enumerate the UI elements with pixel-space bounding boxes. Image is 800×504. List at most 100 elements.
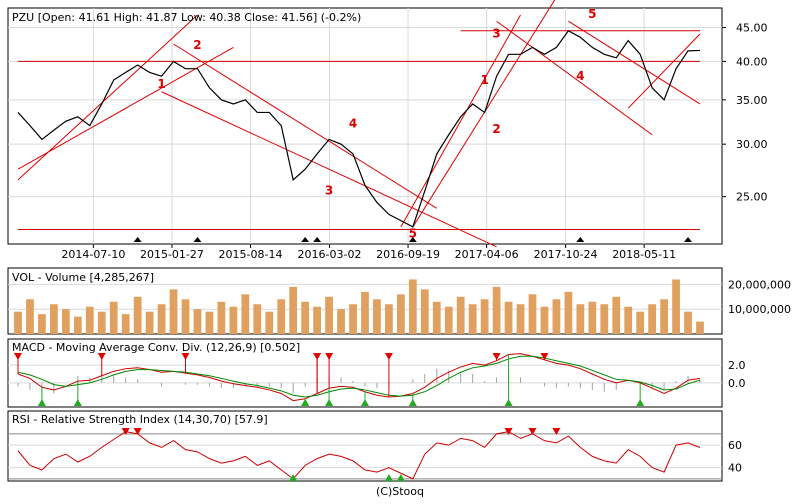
- rsi-signal-markers: [121, 428, 561, 481]
- volume-bar: [540, 306, 549, 334]
- rsi-sell-marker: [504, 428, 513, 435]
- volume-bar: [301, 301, 310, 334]
- macd-buy-marker: [504, 399, 513, 406]
- volume-bar: [205, 311, 214, 334]
- volume-ytick-label: 20,000,000: [728, 278, 791, 291]
- volume-bar: [444, 306, 453, 334]
- rsi-panel-title: RSI - Relative Strength Index (14,30,70)…: [12, 413, 268, 426]
- elliott-wave-label: 4: [349, 116, 357, 130]
- copyright-footer: (C)Stooq: [376, 485, 424, 498]
- macd-buy-marker: [301, 399, 310, 406]
- rsi-sell-marker: [552, 428, 561, 435]
- volume-bar: [325, 296, 333, 334]
- rsi-buy-marker: [289, 474, 298, 481]
- rsi-sell-marker: [133, 428, 142, 435]
- macd-sell-marker: [14, 353, 22, 360]
- volume-bar: [684, 311, 692, 334]
- volume-bar: [456, 296, 465, 334]
- macd-buy-marker: [636, 399, 645, 406]
- trend-line: [400, 14, 521, 228]
- price-gridlines: [8, 8, 726, 248]
- macd-sell-marker: [325, 353, 334, 360]
- volume-bar: [109, 301, 118, 334]
- macd-sell-marker: [540, 353, 549, 360]
- event-marker-triangle: [576, 237, 585, 242]
- macd-buy-marker: [325, 399, 334, 406]
- volume-bar: [337, 309, 345, 334]
- volume-bar: [241, 294, 250, 334]
- volume-bar: [552, 299, 561, 334]
- volume-bar: [277, 299, 286, 334]
- price-ytick-label: 25.00: [736, 191, 768, 204]
- macd-sell-marker: [97, 353, 106, 360]
- x-tick-label: 2015-08-14: [219, 248, 283, 261]
- trend-line: [17, 46, 234, 170]
- elliott-wave-label: 2: [492, 122, 500, 136]
- macd-buy-marker: [37, 399, 46, 406]
- volume-bar: [145, 311, 154, 334]
- volume-bar: [133, 296, 142, 334]
- volume-bar: [696, 321, 704, 334]
- macd-sell-marker: [313, 353, 322, 360]
- x-tick-label: 2017-10-24: [534, 248, 598, 261]
- volume-bar: [528, 294, 537, 334]
- volume-bar: [217, 301, 226, 334]
- rsi-sell-marker: [121, 428, 130, 435]
- macd-sell-marker: [384, 353, 393, 360]
- price-series-line: [17, 29, 701, 228]
- x-tick-label: 2014-07-10: [61, 248, 125, 261]
- elliott-wave-label: 5: [588, 7, 596, 21]
- volume-bar: [636, 311, 645, 334]
- x-tick-label: 2017-04-06: [455, 248, 519, 261]
- rsi-gridlines: [8, 433, 722, 480]
- volume-bar: [253, 304, 262, 334]
- elliott-wave-labels: 1 2 3 4 5 1 2 3 4 5: [157, 7, 596, 240]
- trend-line: [173, 43, 438, 209]
- volume-bar: [181, 299, 190, 334]
- macd-signal-markers: [14, 353, 645, 406]
- rsi-panel-frame: [7, 410, 723, 482]
- volume-bar: [672, 279, 680, 334]
- elliott-wave-label: 3: [492, 26, 500, 40]
- volume-bar: [385, 304, 393, 334]
- event-marker-triangle: [193, 237, 202, 242]
- price-ytick-label: 30.00: [736, 138, 768, 151]
- volume-bar: [660, 299, 668, 334]
- price-ytick-label: 45.00: [736, 22, 768, 35]
- volume-bar: [492, 286, 501, 334]
- volume-bar: [420, 289, 429, 334]
- price-event-markers: [133, 237, 693, 242]
- elliott-wave-label: 2: [193, 38, 201, 52]
- volume-bar: [396, 294, 405, 334]
- volume-bar: [14, 311, 22, 334]
- price-trend-lines: [17, 0, 701, 248]
- macd-signal-line: [17, 355, 701, 398]
- elliott-wave-label: 4: [576, 69, 584, 83]
- volume-bar: [373, 299, 381, 334]
- macd-ytick-label: 2.0: [728, 359, 746, 372]
- volume-bar: [349, 304, 357, 334]
- volume-bar: [432, 301, 441, 334]
- volume-bar: [588, 301, 597, 334]
- volume-bar: [313, 306, 322, 334]
- macd-ytick-label: 0.0: [728, 377, 746, 390]
- event-marker-triangle: [684, 237, 693, 242]
- volume-ytick-label: 10,000,000: [728, 303, 791, 316]
- rsi-line: [17, 431, 701, 480]
- volume-bar: [504, 301, 513, 334]
- price-ytick-label: 35.00: [736, 94, 768, 107]
- volume-bar: [97, 311, 106, 334]
- elliott-wave-label: 5: [409, 226, 417, 240]
- price-panel-title: PZU [Open: 41.61 High: 41.87 Low: 40.38 …: [12, 11, 361, 24]
- volume-bar: [576, 304, 585, 334]
- volume-bar: [468, 304, 477, 334]
- macd-histogram: [17, 368, 701, 399]
- volume-bar: [26, 299, 34, 334]
- rsi-sell-marker: [528, 428, 537, 435]
- rsi-buy-marker: [396, 474, 405, 481]
- event-marker-triangle: [313, 237, 322, 242]
- volume-bar: [265, 311, 274, 334]
- trend-line: [496, 20, 653, 136]
- volume-bar: [408, 279, 417, 334]
